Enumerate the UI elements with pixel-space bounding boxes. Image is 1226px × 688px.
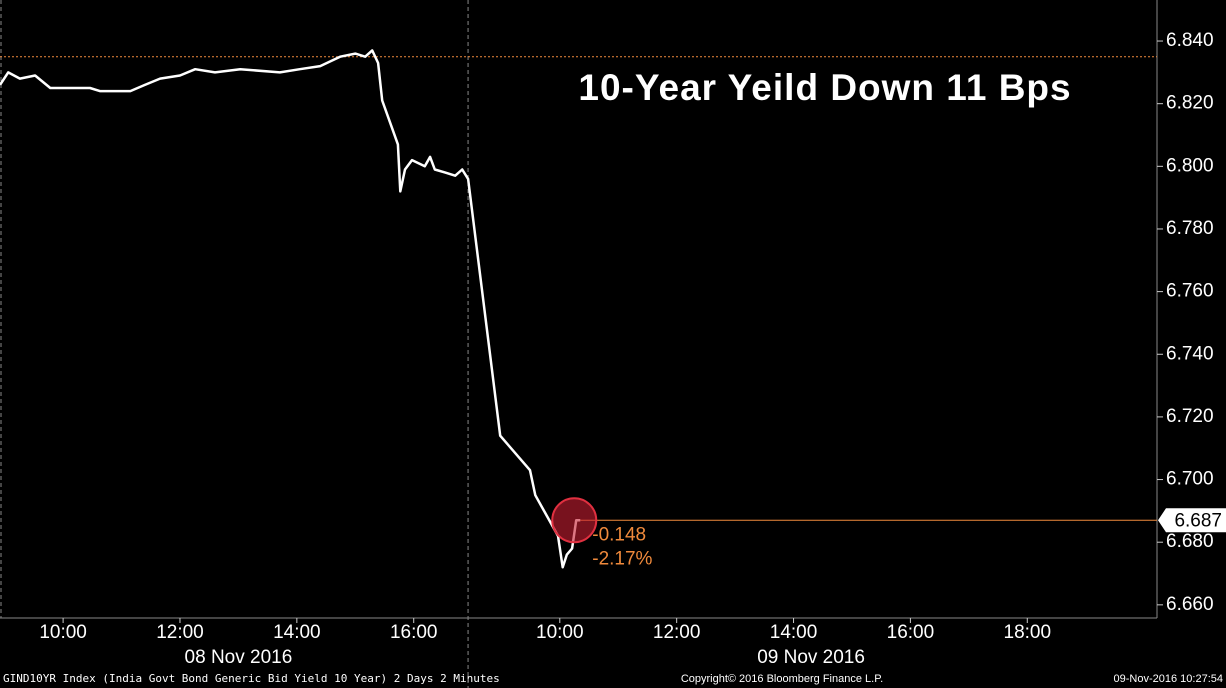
last-value-label: 6.687 [1174, 510, 1222, 531]
footer-left: GIND10YR Index (India Govt Bond Generic … [3, 672, 500, 685]
footer-center: Copyright© 2016 Bloomberg Finance L.P. [681, 673, 883, 685]
y-tick-label: 6.800 [1166, 155, 1214, 176]
x-tick-label: 12:00 [653, 622, 701, 643]
y-tick-label: 6.680 [1166, 531, 1214, 552]
x-tick-label: 16:00 [887, 622, 935, 643]
x-tick-label: 18:00 [1004, 622, 1052, 643]
x-tick-label: 16:00 [390, 622, 438, 643]
last-value-box [1158, 508, 1226, 533]
x-tick-label: 12:00 [156, 622, 204, 643]
y-tick-label: 6.840 [1166, 30, 1214, 51]
chart-title: 10-Year Yeild Down 11 Bps [578, 67, 1071, 108]
y-tick-label: 6.660 [1166, 594, 1214, 615]
x-tick-label: 14:00 [273, 622, 321, 643]
y-tick-label: 6.820 [1166, 93, 1214, 114]
y-tick-label: 6.700 [1166, 469, 1214, 490]
last-point-marker [551, 497, 598, 544]
y-tick-label: 6.760 [1166, 281, 1214, 302]
date-label: 08 Nov 2016 [185, 647, 293, 668]
y-tick-label: 6.740 [1166, 343, 1214, 364]
change-label: -0.148 [592, 524, 646, 545]
date-label: 09 Nov 2016 [757, 647, 865, 668]
x-tick-label: 10:00 [536, 622, 584, 643]
change-pct-label: -2.17% [592, 548, 652, 569]
y-tick-label: 6.720 [1166, 406, 1214, 427]
y-tick-label: 6.780 [1166, 218, 1214, 239]
x-tick-label: 14:00 [770, 622, 818, 643]
line [0, 49, 581, 569]
x-tick-label: 10:00 [39, 622, 87, 643]
footer-right: 09-Nov-2016 10:27:54 [1114, 673, 1223, 685]
